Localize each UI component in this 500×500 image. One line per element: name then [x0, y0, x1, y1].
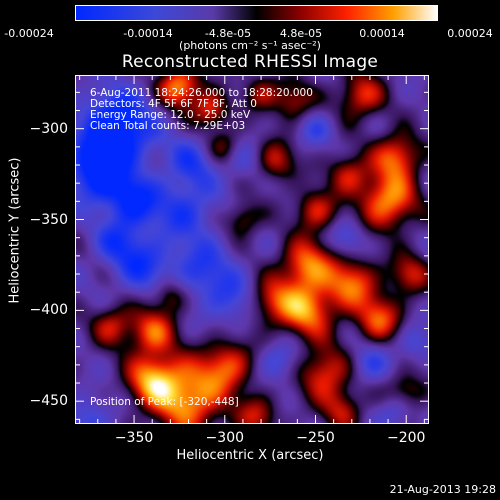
y-tick-labels: −300 −350 −400 −450	[0, 0, 68, 500]
x-tick-label: −350	[114, 430, 154, 446]
y-tick-label: −350	[29, 211, 68, 228]
y-tick-label: −450	[29, 393, 68, 410]
colorbar-tick: -0.00024	[4, 27, 54, 40]
colorbar-tick: 4.8e-05	[279, 27, 323, 40]
colorbar-tick: -4.8e-05	[204, 27, 252, 40]
timestamp-footer: 21-Aug-2013 19:28	[389, 483, 496, 496]
x-tick-label: −200	[386, 430, 426, 446]
plot-area	[75, 75, 429, 424]
y-tick-label: −300	[29, 120, 68, 137]
info-line-energy: Energy Range: 12.0 - 25.0 keV	[90, 109, 251, 121]
colorbar-tick: 0.00024	[447, 27, 493, 40]
colorbar	[75, 5, 438, 21]
x-axis-label: Heliocentric X (arcsec)	[176, 448, 324, 463]
y-axis-label: Heliocentric Y (arcsec)	[7, 157, 23, 304]
y-tick-label: −400	[29, 302, 68, 319]
x-tick-label: −250	[296, 430, 335, 446]
info-line-time: 6-Aug-2011 18:24:26.000 to 18:28:20.000	[90, 87, 313, 99]
axis-ticks	[76, 76, 428, 423]
heatmap-image	[76, 76, 428, 423]
colorbar-gradient	[76, 6, 437, 20]
peak-position-label: Position of Peak: [-320,-448]	[90, 396, 239, 408]
colorbar-unit-label: (photons cm⁻² s⁻¹ asec⁻²)	[179, 39, 321, 52]
info-line-detectors: Detectors: 4F 5F 6F 7F 8F, Att 0	[90, 98, 257, 110]
plot-title: Reconstructed RHESSI Image	[121, 52, 379, 72]
info-line-counts: Clean Total counts: 7.29E+03	[90, 120, 246, 132]
colorbar-tick: 0.00014	[359, 27, 405, 40]
x-tick-label: −300	[205, 430, 245, 446]
colorbar-tick: -0.00014	[123, 27, 173, 40]
